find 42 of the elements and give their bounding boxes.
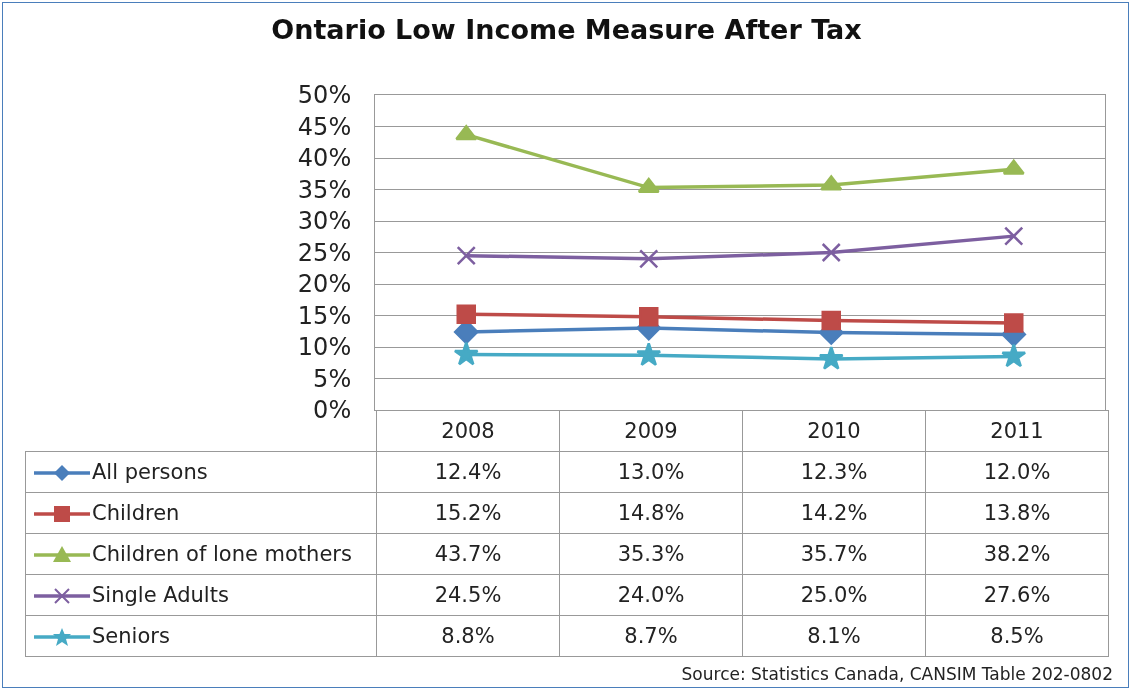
- x-tick-label: 2010: [742, 410, 926, 452]
- data-label: 35.3%: [559, 533, 743, 575]
- data-label: 12.0%: [925, 451, 1109, 493]
- data-label: 14.8%: [559, 492, 743, 534]
- data-label: 38.2%: [925, 533, 1109, 575]
- chart-title: Ontario Low Income Measure After Tax: [271, 13, 862, 45]
- y-tick-label: 25%: [297, 238, 352, 267]
- data-label: 8.1%: [742, 615, 926, 657]
- y-tick-label: 0%: [313, 396, 352, 425]
- data-label: 35.7%: [742, 533, 926, 575]
- data-label: 8.8%: [376, 615, 560, 657]
- legend-label: Children: [92, 500, 180, 525]
- x-tick-label: 2008: [376, 410, 560, 452]
- y-tick-label: 30%: [297, 207, 352, 236]
- y-tick-label: 35%: [297, 175, 352, 204]
- y-tick-label: 50%: [297, 81, 352, 110]
- legend-label: All persons: [92, 459, 208, 484]
- legend-label: Single Adults: [92, 582, 229, 607]
- y-tick-label: 40%: [297, 144, 352, 173]
- source-note: Source: Statistics Canada, CANSIM Table 202-0802: [681, 664, 1113, 684]
- data-label: 15.2%: [376, 492, 560, 534]
- y-tick-label: 45%: [297, 112, 352, 141]
- data-label: 24.5%: [376, 574, 560, 616]
- y-tick-label: 15%: [297, 301, 352, 330]
- data-label: 12.3%: [742, 451, 926, 493]
- x-tick-label: 2011: [925, 410, 1109, 452]
- data-label: 25.0%: [742, 574, 926, 616]
- data-label: 13.0%: [559, 451, 743, 493]
- data-label: 12.4%: [376, 451, 560, 493]
- y-tick-label: 5%: [313, 364, 352, 393]
- data-label: 8.7%: [559, 615, 743, 657]
- data-label: 24.0%: [559, 574, 743, 616]
- y-tick-label: 10%: [297, 333, 352, 362]
- data-label: 8.5%: [925, 615, 1109, 657]
- y-tick-label: 20%: [297, 270, 352, 299]
- data-label: 43.7%: [376, 533, 560, 575]
- x-tick-label: 2009: [559, 410, 743, 452]
- data-label: 27.6%: [925, 574, 1109, 616]
- legend-label: Children of lone mothers: [92, 541, 352, 566]
- data-label: 13.8%: [925, 492, 1109, 534]
- legend-label: Seniors: [92, 623, 170, 648]
- data-label: 14.2%: [742, 492, 926, 534]
